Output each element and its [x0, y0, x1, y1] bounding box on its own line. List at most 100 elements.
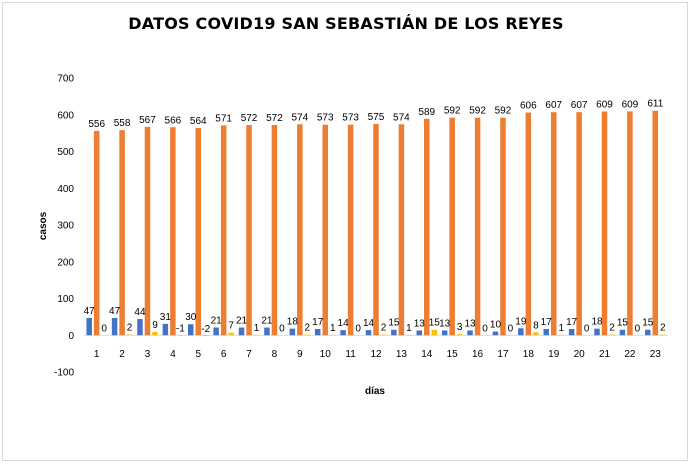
data-label-series-2-day-2: 558: [114, 118, 131, 129]
bar-series-2-day-10: [322, 124, 328, 336]
bar-series-2-day-9: [297, 124, 303, 336]
data-label-series-2-day-17: 592: [495, 106, 512, 117]
data-label-series-1-day-12: 14: [363, 318, 375, 329]
bar-series-2-day-12: [373, 123, 379, 336]
bar-series-1-day-1: [86, 317, 92, 336]
data-label-series-3-day-18: 8: [533, 320, 539, 331]
data-label-series-1-day-14: 13: [414, 318, 426, 329]
bar-series-3-day-9: [304, 334, 311, 336]
data-label-series-1-day-15: 13: [439, 318, 451, 329]
x-axis-ticks: 1 2 3 4 5 6 7 8 9 10 11 12 13 14 15 16 17 18 19 20 21 22 23: [94, 349, 661, 360]
data-label-series-2-day-15: 592: [444, 106, 461, 117]
bar-series-2-day-6: [220, 125, 227, 336]
data-label-series-1-day-5: 30: [185, 312, 197, 323]
bar-series-1-day-6: [213, 327, 219, 336]
bar-series-2-day-19: [550, 112, 557, 336]
x-tick-label: 8: [272, 349, 278, 360]
y-tick-label: 100: [57, 294, 74, 305]
bar-series-1-day-4: [162, 323, 169, 336]
data-label-series-1-day-1: 47: [84, 306, 96, 317]
data-label-series-3-day-21: 2: [609, 323, 615, 334]
bar-series-1-day-9: [289, 328, 296, 336]
data-label-series-3-day-19: 1: [558, 323, 564, 334]
data-label-series-2-day-7: 572: [241, 113, 258, 124]
bar-series-3-day-18: [533, 332, 539, 336]
y-axis-label: casos: [38, 211, 49, 240]
bar-series-3-day-15: [456, 334, 463, 336]
data-label-series-2-day-1: 556: [88, 119, 105, 130]
y-tick-label: -100: [54, 368, 74, 379]
bar-series-3-day-12: [380, 334, 387, 336]
bar-series-1-day-8: [264, 327, 270, 336]
bar-series-1-day-21: [594, 328, 600, 336]
data-label-series-3-day-22: 0: [635, 323, 641, 334]
chart-title: DATOS COVID19 SAN SEBASTIÁN DE LOS REYES: [128, 14, 564, 33]
x-tick-label: 17: [497, 349, 509, 360]
x-tick-label: 21: [599, 349, 611, 360]
x-tick-label: 19: [548, 349, 560, 360]
x-tick-label: 10: [320, 349, 332, 360]
y-tick-label: 300: [57, 221, 74, 232]
data-label-series-2-day-3: 567: [139, 115, 156, 126]
data-label-series-1-day-23: 15: [642, 318, 654, 329]
data-label-series-2-day-16: 592: [469, 106, 486, 117]
data-label-series-3-day-9: 2: [305, 323, 311, 334]
bar-series-3-day-2: [126, 334, 133, 336]
data-label-series-2-day-10: 573: [317, 113, 334, 124]
data-label-series-2-day-12: 575: [368, 112, 385, 123]
bar-series-2-day-15: [449, 117, 455, 336]
data-label-series-1-day-7: 21: [236, 316, 248, 327]
bar-series-1-day-18: [518, 328, 524, 336]
data-label-series-1-day-8: 21: [261, 316, 273, 327]
data-label-series-3-day-15: 3: [457, 322, 463, 333]
bar-series-2-day-17: [500, 117, 506, 336]
data-label-series-3-day-12: 2: [381, 323, 387, 334]
bar-series-3-day-6: [228, 332, 234, 336]
bar-series-1-day-15: [441, 330, 448, 336]
x-tick-label: 3: [145, 349, 151, 360]
bar-series-2-day-3: [144, 126, 151, 336]
data-label-series-2-day-8: 572: [266, 113, 283, 124]
bar-series-2-day-7: [246, 125, 252, 336]
bar-series-2-day-16: [474, 117, 481, 336]
x-tick-label: 16: [472, 349, 484, 360]
bar-series-3-day-14: [431, 329, 438, 336]
bar-series-2-day-1: [93, 130, 100, 336]
data-label-series-1-day-17: 10: [490, 320, 502, 331]
x-tick-label: 20: [574, 349, 586, 360]
data-label-series-2-day-21: 609: [596, 99, 613, 110]
y-axis-ticks: -100 0 100 200 300 400 500 600 700: [54, 74, 74, 379]
data-label-series-2-day-19: 607: [545, 100, 562, 111]
data-label-series-3-day-10: 1: [330, 323, 336, 334]
data-label-series-2-day-20: 607: [571, 100, 588, 111]
data-label-series-3-day-11: 0: [355, 323, 361, 334]
data-label-series-1-day-10: 17: [312, 317, 324, 328]
y-tick-label: 0: [68, 331, 74, 342]
x-tick-label: 13: [396, 349, 408, 360]
y-tick-label: 500: [57, 147, 74, 158]
bar-series-1-day-10: [314, 329, 321, 336]
y-tick-label: 600: [57, 110, 74, 121]
bar-series-2-day-21: [601, 111, 608, 336]
x-axis-label: días: [365, 386, 385, 397]
data-label-series-3-day-23: 2: [660, 323, 666, 334]
data-label-series-3-day-7: 1: [254, 323, 260, 334]
bar-series-3-day-3: [152, 331, 158, 336]
data-label-series-3-day-1: 0: [101, 323, 107, 334]
bar-series-1-day-5: [188, 324, 194, 336]
data-label-series-1-day-18: 19: [515, 316, 527, 327]
x-tick-label: 22: [624, 349, 636, 360]
data-label-series-1-day-13: 15: [388, 318, 400, 329]
bar-series-3-day-23: [660, 334, 666, 336]
bar-series-1-day-11: [340, 330, 346, 336]
data-label-series-3-day-8: 0: [279, 323, 285, 334]
x-tick-label: 4: [170, 349, 176, 360]
bar-series-1-day-20: [568, 329, 575, 336]
bar-series-1-day-17: [492, 331, 499, 336]
data-label-series-3-day-13: 1: [406, 323, 412, 334]
x-tick-label: 18: [523, 349, 535, 360]
bar-series-1-day-13: [391, 329, 397, 336]
data-label-series-2-day-22: 609: [622, 99, 639, 110]
bar-series-2-day-14: [424, 118, 430, 336]
data-label-series-1-day-2: 47: [109, 306, 121, 317]
